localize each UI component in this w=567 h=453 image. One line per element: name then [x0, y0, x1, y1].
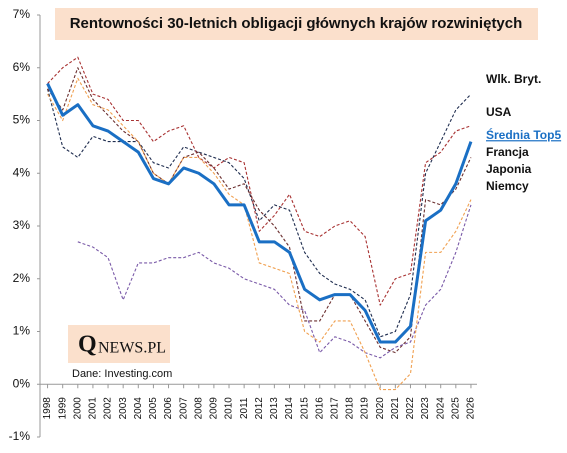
y-tick-label: 1%	[13, 324, 31, 338]
x-tick-label: 2024	[435, 397, 446, 420]
x-tick-label: 2020	[375, 397, 386, 420]
x-tick-label: 2006	[163, 397, 174, 420]
y-tick-label: 7%	[13, 7, 31, 21]
series-line	[47, 56, 472, 306]
x-tick-label: 2021	[390, 397, 401, 420]
series-line	[46, 82, 473, 344]
chart-title: Rentowności 30-letnich obligacji głównyc…	[70, 15, 523, 32]
x-tick-label: 2023	[420, 397, 431, 420]
legend-label: Wlk. Bryt.	[486, 72, 541, 86]
x-tick-label: 2013	[269, 397, 280, 420]
y-tick-label: 3%	[13, 218, 31, 232]
x-tick-label: 2026	[466, 397, 477, 420]
y-tick-label: 5%	[13, 113, 31, 127]
x-tick-label: 2007	[178, 397, 189, 420]
y-tick-label: 6%	[13, 60, 31, 74]
legend-label: Niemcy	[486, 179, 529, 193]
legend-label: USA	[486, 105, 512, 119]
x-tick-label: 2016	[314, 397, 325, 420]
x-tick-label: 2004	[133, 397, 144, 420]
x-tick-label: 1999	[57, 397, 68, 420]
series-line	[47, 77, 472, 391]
legend-label: Japonia	[486, 162, 532, 176]
x-tick-label: 2025	[450, 397, 461, 420]
x-tick-label: 2003	[118, 397, 129, 420]
x-tick-label: 2015	[299, 397, 310, 420]
x-tick-label: 2017	[330, 397, 341, 420]
x-tick-label: 1998	[42, 397, 53, 420]
logo-initial: Q	[78, 332, 97, 358]
series-line	[77, 204, 472, 359]
series-line	[47, 67, 472, 354]
x-tick-label: 2001	[88, 397, 99, 420]
x-tick-label: 2002	[103, 397, 114, 420]
y-tick-label: -1%	[9, 429, 31, 443]
x-tick-label: 2022	[405, 397, 416, 420]
x-tick-label: 2019	[360, 397, 371, 420]
y-tick-label: 4%	[13, 165, 31, 179]
x-tick-label: 2005	[148, 397, 159, 420]
x-tick-label: 2012	[254, 397, 265, 420]
legend-label: Francja	[486, 145, 529, 159]
logo-box	[68, 325, 170, 363]
series-line	[47, 88, 472, 338]
x-tick-label: 2008	[193, 397, 204, 420]
source: Dane: Investing.com	[72, 368, 172, 380]
y-tick-label: 0%	[13, 376, 31, 390]
x-tick-label: 2000	[72, 397, 83, 420]
x-tick-label: 2010	[224, 397, 235, 420]
x-tick-label: 2014	[284, 397, 295, 420]
logo-rest: NEWS.PL	[98, 340, 166, 357]
y-tick-label: 2%	[13, 271, 31, 285]
legend-label: Średnia Top5	[486, 127, 561, 142]
x-tick-label: 2018	[345, 397, 356, 420]
x-tick-label: 2011	[239, 397, 250, 419]
title-box	[55, 8, 538, 40]
x-tick-label: 2009	[209, 397, 220, 420]
